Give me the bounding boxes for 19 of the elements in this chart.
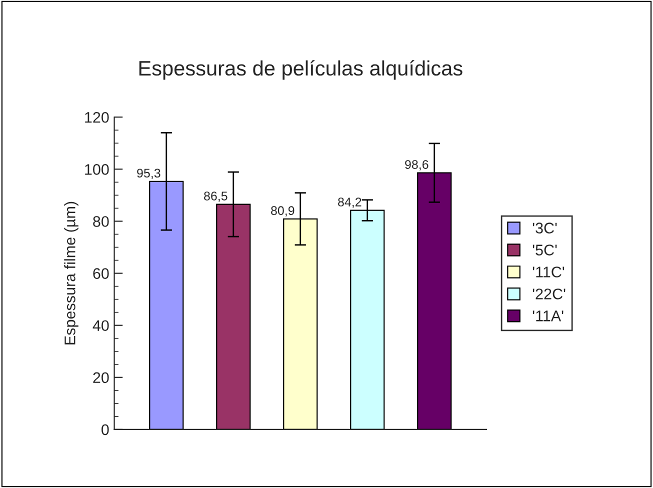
data-label: 84,2 [338,198,362,208]
y-tick-label: 80 [93,216,109,227]
y-axis-title: Espessura filme (µm) [64,202,78,344]
y-tick-label: 20 [93,372,109,384]
data-label: 98,6 [405,160,428,170]
data-label: 80,9 [271,206,294,216]
legend-label: '11C' [532,266,564,278]
legend-label: '11A' [532,310,564,322]
y-tick-label: 60 [93,268,109,279]
legend-label: '5C' [532,244,557,256]
y-tick-label: 120 [85,112,109,123]
legend-label: '3C' [532,222,557,234]
y-tick-label: 100 [85,164,109,175]
data-label: 95,3 [137,168,160,180]
y-tick-label: 0 [102,424,109,436]
data-label: 86,5 [204,192,228,202]
chart-title: Espessuras de películas alquídicas [139,60,462,80]
legend-label: '22C' [532,288,566,300]
y-tick-label: 40 [92,320,109,332]
